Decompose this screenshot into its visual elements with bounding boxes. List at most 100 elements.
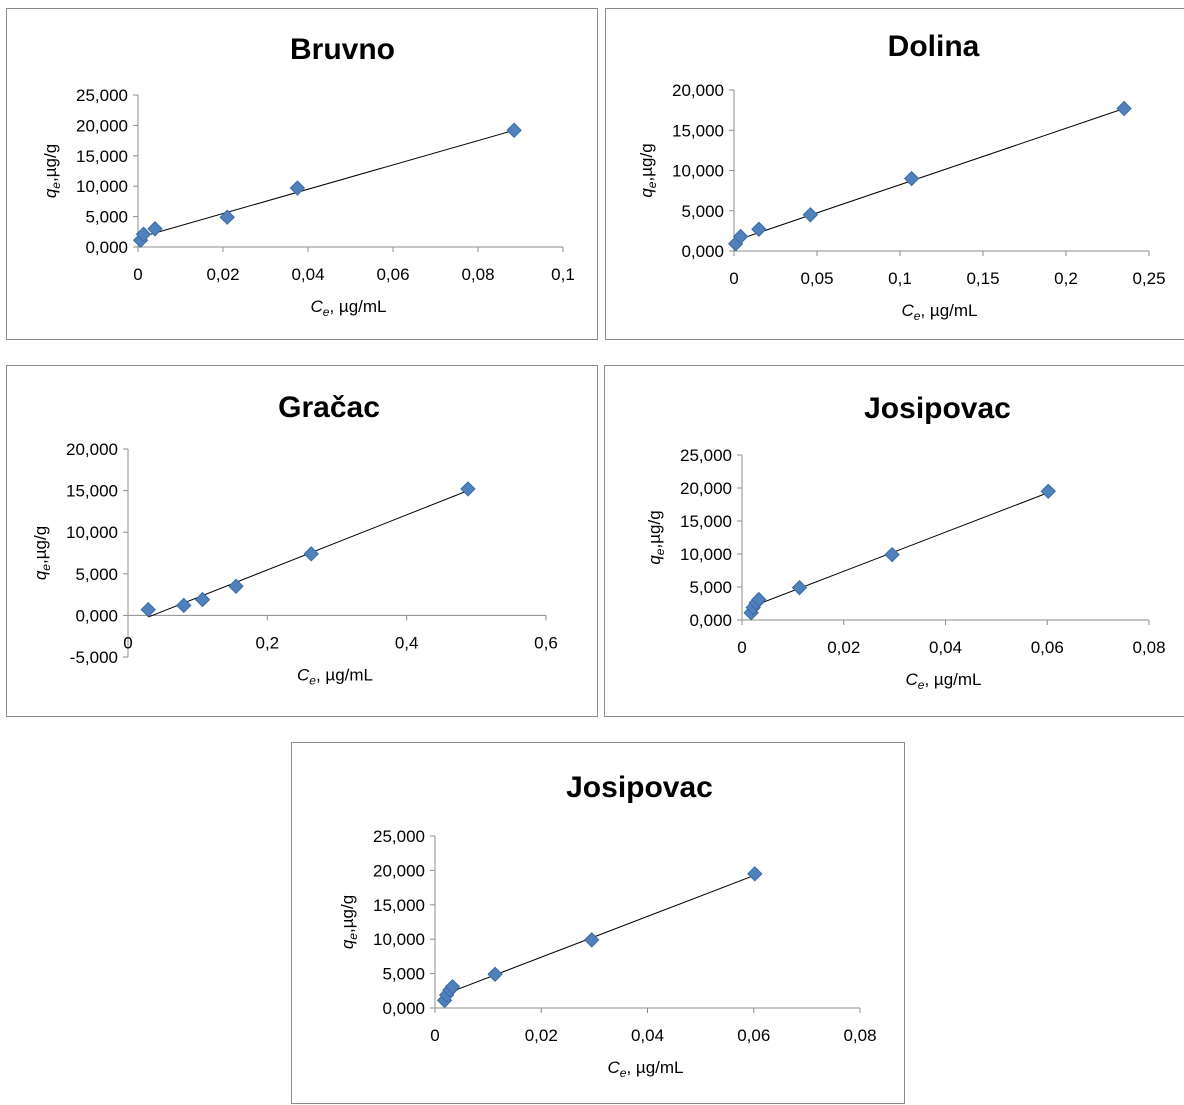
x-tick-label: 0,04 — [929, 638, 962, 657]
y-axis-label-symbol: q — [645, 555, 664, 565]
chart-panel-josipovac-2: Josipovac 0,000 5,000 10,000 15,000 20,000 25,… — [291, 742, 905, 1104]
y-tick-label: -5,000 — [70, 648, 118, 667]
x-tick-label: 0 — [737, 638, 746, 657]
x-tick-label: 0,02 — [206, 265, 239, 284]
x-tick-label: 0,08 — [1132, 638, 1165, 657]
chart-panel-bruvno: Bruvno 0,000 5,000 10,000 15,000 20,000 25,000… — [6, 8, 598, 340]
y-tick-label: 15,000 — [373, 896, 425, 915]
y-tick-label: 15,000 — [680, 512, 732, 531]
data-point — [194, 591, 211, 608]
y-axis-label: qe,µg/g — [645, 510, 667, 564]
x-axis-label-subscript: e — [323, 305, 330, 319]
y-tick-label: 5,000 — [85, 208, 128, 227]
data-point — [147, 221, 163, 237]
y-tick-label: 0,000 — [75, 606, 118, 625]
y-axis-label: qe,µg/g — [31, 526, 53, 580]
x-tick-label: 0,06 — [376, 265, 409, 284]
data-point — [1040, 483, 1056, 500]
y-axis-label-symbol: q — [31, 570, 50, 580]
y-axis-label-subscript: e — [49, 182, 63, 189]
chart-svg-josipovac: Josipovac 0,000 5,000 10,000 15,000 20,000 25,… — [645, 392, 1166, 692]
x-axis-label-unit: , µg/mL — [924, 670, 981, 689]
x-axis-label: Ce, µg/mL — [607, 1058, 683, 1080]
data-point — [1116, 100, 1132, 117]
chart-title: Dolina — [888, 30, 980, 63]
y-tick-label: 10,000 — [76, 177, 128, 196]
data-point — [751, 221, 767, 237]
chart-panel-gracac: Gračac -5,000 0,000 5,000 10,000 15,000 20,000… — [6, 365, 598, 717]
trendline — [142, 129, 515, 238]
data-point — [228, 578, 244, 594]
y-tick-label: 0,000 — [681, 242, 724, 261]
data-point — [732, 228, 749, 245]
x-tick-label: 0 — [729, 269, 738, 288]
x-axis-label-unit: , µg/mL — [316, 665, 373, 684]
y-axis-label: qe,µg/g — [338, 895, 360, 949]
x-axis-label-symbol: C — [905, 670, 918, 689]
chart-svg-bruvno: Bruvno 0,000 5,000 10,000 15,000 20,000 25,000… — [41, 33, 575, 319]
x-axis-label-subscript: e — [620, 1066, 627, 1080]
y-axis-label-symbol: q — [338, 939, 357, 949]
data-point — [584, 932, 600, 948]
x-axis-label: Ce, µg/mL — [905, 670, 981, 692]
x-axis-label-subscript: e — [309, 673, 316, 687]
y-tick-label: 15,000 — [76, 147, 128, 166]
data-point — [444, 978, 461, 995]
trendline — [442, 874, 755, 996]
data-point — [791, 579, 808, 596]
y-axis-label-subscript: e — [653, 548, 667, 555]
y-axis-label-symbol: q — [637, 188, 656, 198]
x-tick-label: 0,1 — [551, 265, 575, 284]
data-point — [460, 481, 476, 497]
chart-svg-gracac: Gračac -5,000 0,000 5,000 10,000 15,000 20,000… — [31, 391, 558, 687]
x-tick-label: 0,08 — [461, 265, 494, 284]
x-axis-label-symbol: C — [901, 301, 914, 320]
y-axis-label-symbol: q — [41, 188, 60, 198]
x-tick-label: 0,25 — [1132, 269, 1165, 288]
data-point — [289, 180, 306, 196]
x-axis-label-unit: , µg/mL — [329, 297, 386, 316]
y-tick-label: 20,000 — [76, 116, 128, 135]
y-tick-label: 10,000 — [672, 162, 724, 181]
y-axis-label: qe,µg/g — [41, 144, 63, 198]
chart-svg-dolina: Dolina 0,000 5,000 10,000 15,000 20,000 0 0,05 0… — [637, 30, 1166, 323]
y-tick-label: 20,000 — [66, 440, 118, 459]
x-axis-label-symbol: C — [310, 297, 323, 316]
x-axis-label-symbol: C — [297, 665, 310, 684]
y-axis-label: qe,µg/g — [637, 143, 659, 197]
y-axis-label-subscript: e — [645, 181, 659, 188]
y-tick-label: 15,000 — [66, 482, 118, 501]
y-tick-label: 25,000 — [680, 446, 732, 465]
data-point — [135, 226, 152, 242]
data-point — [884, 546, 900, 563]
chart-title: Gračac — [278, 391, 380, 424]
x-tick-label: 0 — [430, 1026, 439, 1045]
x-axis-label: Ce, µg/mL — [310, 297, 386, 319]
x-tick-label: 0,04 — [291, 265, 324, 284]
y-tick-label: 25,000 — [76, 86, 128, 105]
y-tick-label: 5,000 — [689, 578, 732, 597]
x-axis-label: Ce, µg/mL — [297, 665, 373, 687]
x-axis-label-unit: , µg/mL — [626, 1058, 683, 1077]
chart-panel-dolina: Dolina 0,000 5,000 10,000 15,000 20,000 0 0,05 0… — [605, 8, 1184, 340]
data-point — [751, 591, 767, 608]
x-tick-label: 0,4 — [395, 633, 419, 652]
y-axis-label-unit: ,µg/g — [41, 144, 60, 182]
data-point — [747, 866, 763, 882]
x-tick-label: 0,6 — [534, 633, 558, 652]
data-point — [506, 122, 522, 138]
data-point — [903, 170, 920, 187]
y-tick-label: 5,000 — [75, 565, 118, 584]
x-tick-label: 0 — [133, 265, 142, 284]
y-axis-label-unit: ,µg/g — [637, 143, 656, 181]
x-tick-label: 0 — [123, 633, 132, 652]
data-point — [219, 209, 235, 225]
x-tick-label: 0,02 — [525, 1026, 558, 1045]
x-tick-label: 0,06 — [737, 1026, 770, 1045]
chart-title: Bruvno — [290, 33, 395, 66]
y-tick-label: 20,000 — [373, 861, 425, 880]
x-axis-label-subscript: e — [918, 678, 925, 692]
y-axis-label-subscript: e — [346, 933, 360, 940]
y-tick-label: 10,000 — [373, 930, 425, 949]
x-tick-label: 0,06 — [1031, 638, 1064, 657]
